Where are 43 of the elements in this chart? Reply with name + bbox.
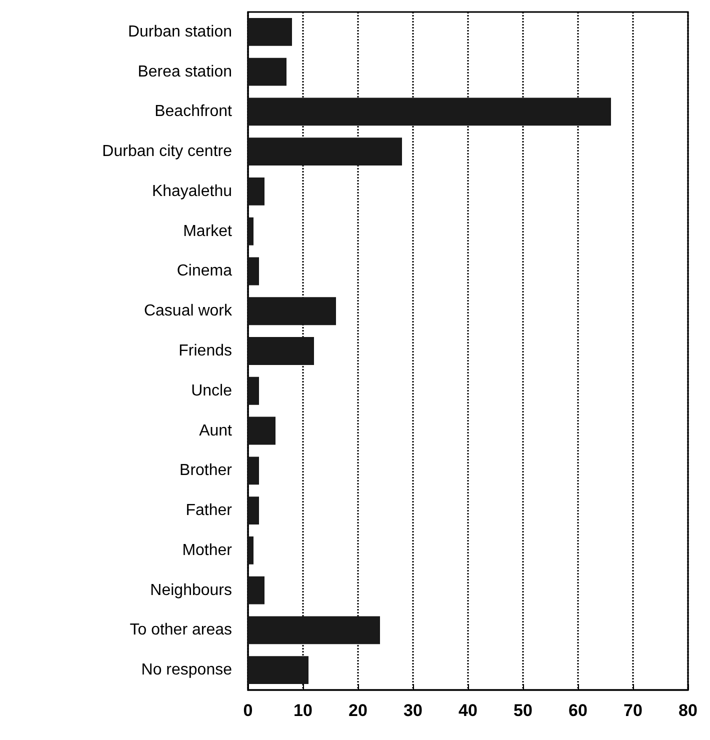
bar [248, 616, 380, 644]
bar [248, 496, 259, 524]
y-tick-label: Father [186, 502, 233, 520]
bar [248, 416, 276, 445]
x-tick-label: 50 [514, 701, 532, 720]
bar [248, 18, 292, 46]
x-tick-label: 20 [348, 701, 368, 720]
x-tick-label: 80 [678, 701, 698, 720]
bar [248, 217, 254, 246]
y-tick-label: Market [183, 222, 233, 240]
y-tick-label: Durban station [128, 23, 232, 40]
bar [248, 257, 259, 286]
bar [248, 456, 259, 485]
bar [248, 138, 402, 166]
bar [248, 656, 308, 684]
bar [248, 376, 259, 405]
bar [248, 536, 254, 564]
x-tick-label: 30 [404, 701, 422, 720]
y-tick-label: Neighbours [150, 582, 232, 599]
y-tick-label: Uncle [191, 382, 232, 400]
bar [248, 297, 336, 326]
y-tick-label: Friends [178, 342, 232, 360]
y-tick-label: No response [141, 662, 232, 679]
bar [248, 576, 264, 604]
y-tick-label: Durban city centre [102, 143, 232, 160]
x-tick-label: 70 [624, 701, 642, 720]
x-tick-label: 10 [294, 701, 312, 720]
x-tick-label: 40 [458, 701, 478, 720]
y-tick-label: Aunt [199, 422, 233, 440]
y-tick-label: Mother [182, 542, 233, 559]
x-tick-label: 0 [243, 701, 253, 720]
y-tick-label: To other areas [130, 622, 232, 639]
bar [248, 98, 611, 126]
y-tick-label: Brother [180, 462, 233, 480]
y-tick-label: Beachfront [154, 103, 233, 120]
y-tick-label: Cinema [176, 262, 232, 280]
bar [248, 58, 286, 86]
x-tick-label: 60 [568, 701, 588, 720]
y-tick-label: Casual work [144, 302, 233, 320]
bar [248, 337, 314, 365]
y-tick-label: Berea station [138, 63, 232, 80]
y-tick-label: Khayalethu [152, 182, 232, 200]
bar [248, 178, 264, 206]
